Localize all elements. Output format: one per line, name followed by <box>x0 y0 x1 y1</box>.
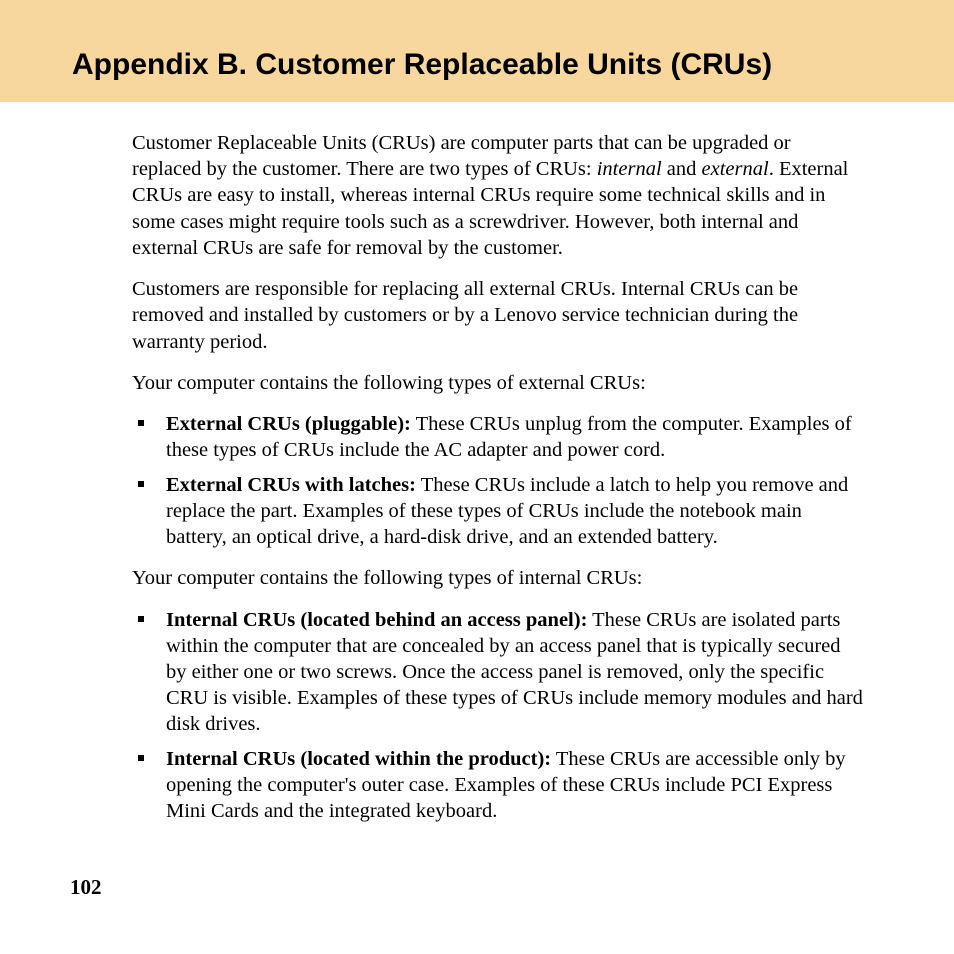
bullet-icon <box>138 420 144 426</box>
item-label: External CRUs (pluggable): <box>166 413 411 435</box>
bullet-icon <box>138 755 144 761</box>
p1-mid: and <box>662 158 702 180</box>
internal-cru-list: Internal CRUs (located behind an access … <box>132 607 864 825</box>
list-item: External CRUs (pluggable): These CRUs un… <box>132 411 864 463</box>
header-band: Appendix B. Customer Replaceable Units (… <box>0 0 954 102</box>
item-label: Internal CRUs (located behind an access … <box>166 609 587 631</box>
list-item: Internal CRUs (located behind an access … <box>132 607 864 738</box>
page-number: 102 <box>70 875 102 900</box>
external-cru-list: External CRUs (pluggable): These CRUs un… <box>132 411 864 550</box>
intro-paragraph-1: Customer Replaceable Units (CRUs) are co… <box>132 130 864 261</box>
list-item: External CRUs with latches: These CRUs i… <box>132 472 864 551</box>
p1-em-external: external <box>702 158 769 180</box>
item-label: Internal CRUs (located within the produc… <box>166 748 551 770</box>
item-label: External CRUs with latches: <box>166 474 416 496</box>
page-content: Customer Replaceable Units (CRUs) are co… <box>0 102 954 824</box>
p1-em-internal: internal <box>597 158 662 180</box>
bullet-icon <box>138 616 144 622</box>
page-title: Appendix B. Customer Replaceable Units (… <box>72 48 954 82</box>
intro-paragraph-2: Customers are responsible for replacing … <box>132 276 864 355</box>
list-item: Internal CRUs (located within the produc… <box>132 746 864 825</box>
bullet-icon <box>138 481 144 487</box>
internal-intro: Your computer contains the following typ… <box>132 565 864 591</box>
external-intro: Your computer contains the following typ… <box>132 370 864 396</box>
